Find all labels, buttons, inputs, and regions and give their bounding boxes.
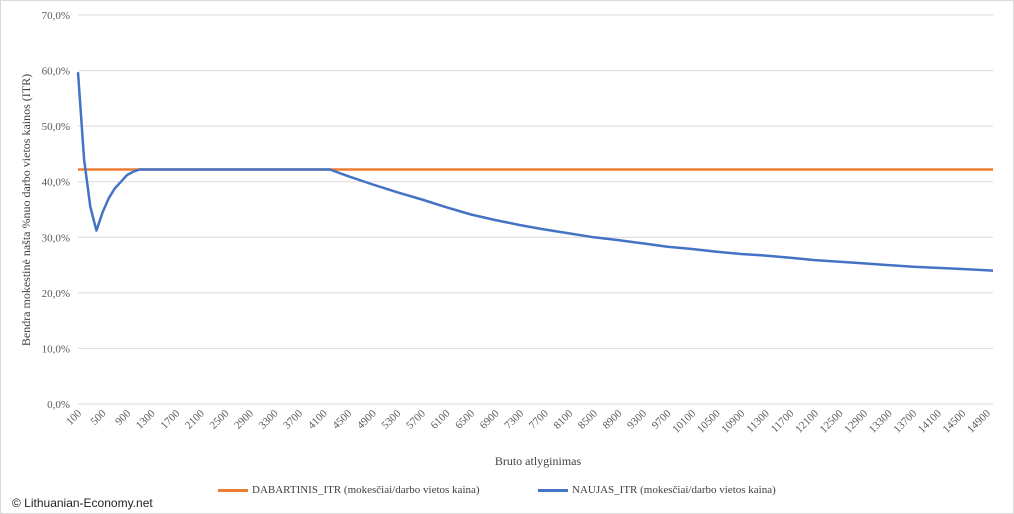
x-tick-label: 900	[113, 407, 134, 428]
x-tick-label: 5300	[379, 407, 403, 431]
x-tick-label: 6500	[453, 407, 477, 431]
x-tick-label: 12500	[818, 407, 846, 435]
x-tick-label: 8100	[551, 407, 575, 431]
x-tick-label: 14100	[916, 407, 944, 435]
x-tick-label: 10100	[670, 407, 698, 435]
x-tick-label: 7300	[502, 407, 526, 431]
series-line-naujas	[76, 72, 994, 272]
x-tick-label: 10500	[695, 407, 723, 435]
legend-item-naujas: NAUJAS_ITR (mokesčiai/darbo vietos kaina…	[538, 484, 776, 496]
x-tick-label: 6900	[478, 407, 502, 431]
series-lines	[76, 72, 994, 272]
x-tick-label: 11700	[769, 407, 797, 435]
x-tick-label: 5700	[404, 407, 428, 431]
x-tick-label: 500	[89, 407, 110, 428]
x-tick-label: 3700	[281, 407, 305, 431]
x-tick-label: 1300	[134, 407, 158, 431]
y-axis-title: Bendra mokestinė našta %nuo darbo vietos…	[19, 74, 33, 346]
x-tick-label: 13300	[867, 407, 895, 435]
legend-label-naujas: NAUJAS_ITR (mokesčiai/darbo vietos kaina…	[572, 484, 776, 496]
legend-label-dabartinis: DABARTINIS_ITR (mokesčiai/darbo vietos k…	[252, 484, 480, 496]
y-tick-labels: 0,0% 10,0% 20,0% 30,0% 40,0% 50,0% 60,0% 70,0%	[42, 10, 70, 411]
x-tick-label: 4100	[306, 407, 330, 431]
x-tick-label: 2100	[183, 407, 207, 431]
x-tick-label: 14500	[940, 407, 968, 435]
x-tick-label: 4900	[355, 407, 379, 431]
y-tick-label: 40,0%	[42, 177, 70, 189]
y-tick-label: 50,0%	[42, 121, 70, 133]
x-tick-label: 12100	[793, 407, 821, 435]
gridlines	[78, 14, 993, 405]
y-tick-label: 0,0%	[47, 399, 70, 411]
legend-item-dabartinis: DABARTINIS_ITR (mokesčiai/darbo vietos k…	[218, 484, 480, 496]
y-tick-label: 60,0%	[42, 66, 70, 78]
legend-swatch-blue	[538, 488, 568, 492]
x-tick-label: 2900	[232, 407, 256, 431]
x-tick-label: 1700	[158, 407, 182, 431]
x-tick-label: 3300	[257, 407, 281, 431]
copyright-credit: © Lithuanian-Economy.net	[12, 496, 153, 510]
x-tick-label: 8900	[600, 407, 624, 431]
x-axis-title: Bruto atlyginimas	[495, 454, 582, 468]
x-tick-label: 2500	[207, 407, 231, 431]
x-tick-label: 10900	[719, 407, 747, 435]
x-tick-label: 4500	[330, 407, 354, 431]
x-tick-label: 9300	[625, 407, 649, 431]
x-tick-label: 12900	[842, 407, 870, 435]
y-tick-label: 70,0%	[42, 10, 70, 22]
y-tick-label: 20,0%	[42, 288, 70, 300]
x-tick-label: 13700	[891, 407, 919, 435]
x-tick-labels: 100 500 900 1300 1700 2100 2500 2900 3300 3700 410…	[64, 407, 993, 435]
legend-swatch-orange	[218, 488, 248, 492]
x-tick-label: 14900	[965, 407, 993, 435]
x-tick-label: 8500	[576, 407, 600, 431]
x-tick-label: 11300	[744, 407, 772, 435]
legend: DABARTINIS_ITR (mokesčiai/darbo vietos k…	[0, 484, 1014, 504]
y-tick-label: 10,0%	[42, 343, 70, 355]
x-tick-label: 7700	[527, 407, 551, 431]
y-tick-label: 30,0%	[42, 232, 70, 244]
x-tick-label: 6100	[429, 407, 453, 431]
